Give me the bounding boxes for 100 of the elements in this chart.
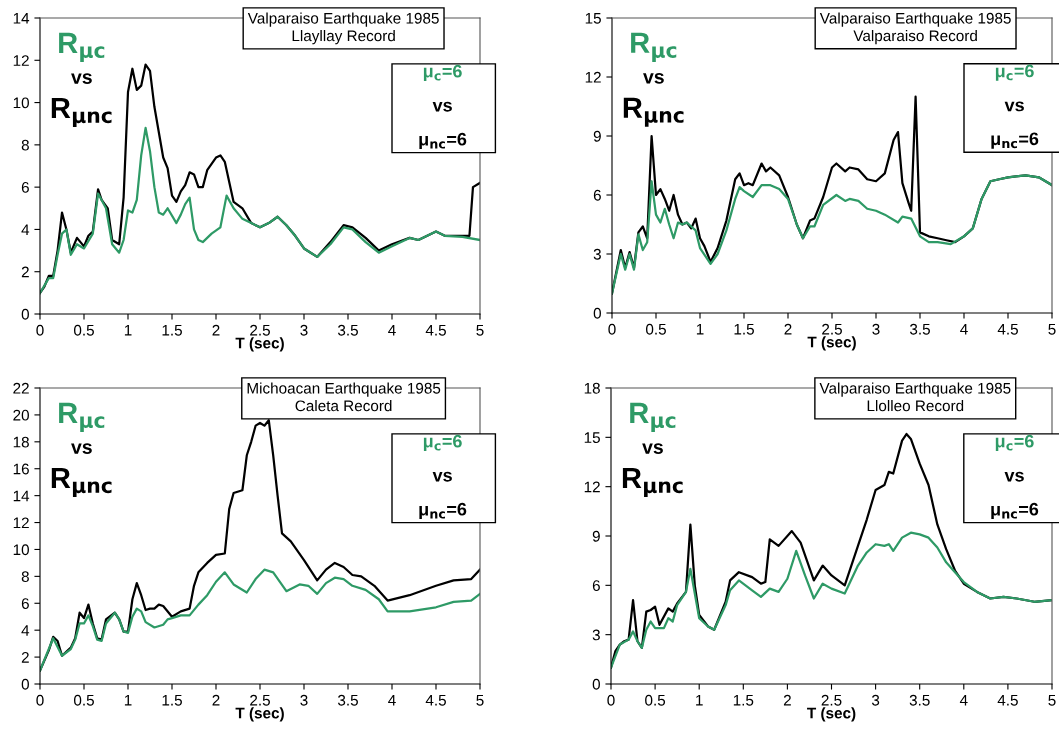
- x-tick-label: 4.5: [997, 323, 1018, 335]
- y-tick-label: 9: [593, 130, 601, 142]
- x-tick-label: 1: [124, 694, 132, 706]
- annotation: μ$_{nc}$=6: [419, 502, 467, 520]
- x-tick-label: 4: [388, 324, 396, 336]
- x-tick-label: 3.5: [337, 324, 358, 336]
- y-tick-label: 9: [592, 530, 600, 542]
- annotation: μ$_{c}$=6: [995, 434, 1034, 452]
- annotation: vs: [642, 443, 663, 454]
- x-tick-label: 1: [124, 324, 132, 336]
- y-tick-label: 12: [13, 55, 29, 66]
- y-tick-label: 22: [13, 382, 29, 394]
- text: R$_{μnc}$: [51, 467, 112, 498]
- y-tick-label: 4: [21, 625, 30, 636]
- annotation: μ$_{nc}$=6: [991, 502, 1039, 520]
- annotation: vs: [1004, 101, 1024, 112]
- y-tick-label: 6: [593, 189, 601, 201]
- series-label: R$_{μnc}$: [623, 97, 684, 127]
- x-tick-label: 3: [871, 694, 880, 706]
- x-tick-label: 1.5: [734, 323, 754, 335]
- x-tick-label: 5: [1048, 694, 1056, 706]
- y-tick-label: 14: [13, 13, 30, 24]
- x-tick-label: 2: [784, 323, 792, 335]
- y-tick-label: 8: [21, 571, 29, 583]
- y-tick-label: 16: [13, 463, 29, 475]
- x-tick-label: 3: [300, 694, 308, 706]
- y-tick-label: 0: [593, 307, 601, 319]
- y-tick-label: 18: [13, 436, 29, 448]
- annotation: vs: [643, 73, 664, 84]
- line-series: [40, 568, 480, 672]
- x-tick-label: 0: [36, 694, 44, 706]
- chart-title: Michoacan Earthquake 1985 Caleta Record: [247, 382, 441, 412]
- y-tick-label: 4: [21, 224, 30, 235]
- x-tick-label: 2: [212, 694, 220, 706]
- y-tick-label: 8: [21, 139, 29, 151]
- x-tick-label: 0.5: [645, 694, 666, 706]
- y-tick-label: 2: [21, 651, 29, 663]
- text: R$_{μc}$: [630, 402, 676, 432]
- y-tick-label: 6: [592, 580, 600, 592]
- x-tick-label: 2: [212, 324, 220, 336]
- series-label: R$_{μnc}$: [51, 97, 112, 128]
- x-axis-title: T (sec): [235, 337, 284, 352]
- x-tick-label: 4: [959, 694, 968, 706]
- x-tick-label: 1.5: [162, 324, 182, 336]
- x-tick-label: 4.5: [425, 694, 446, 706]
- x-tick-label: 1: [696, 694, 703, 706]
- y-tick-label: 14: [13, 490, 30, 502]
- x-tick-label: 4.5: [425, 324, 446, 336]
- x-tick-label: 5: [1048, 323, 1056, 335]
- x-tick-label: 3.5: [909, 323, 930, 335]
- y-tick-label: 3: [592, 629, 600, 641]
- line-series: [612, 174, 1052, 295]
- annotation: μ$_{nc}$=6: [991, 132, 1039, 149]
- annotation: μ$_{c}$=6: [423, 434, 462, 452]
- x-tick-label: 0: [36, 324, 44, 336]
- text: R$_{μc}$: [59, 402, 105, 432]
- x-tick-label: 4: [960, 323, 968, 335]
- y-tick-label: 3: [593, 248, 601, 260]
- annotation: μ$_{nc}$=6: [419, 132, 467, 150]
- x-tick-label: 0.5: [645, 323, 666, 335]
- x-tick-label: 0.5: [73, 324, 94, 336]
- x-tick-label: 2.5: [250, 324, 270, 336]
- line-series: [611, 531, 1052, 669]
- x-tick-label: 2: [783, 694, 791, 706]
- x-tick-label: 5: [476, 324, 484, 336]
- x-tick-label: 2.5: [250, 694, 270, 706]
- y-tick-label: 12: [585, 71, 601, 83]
- x-tick-label: 4: [388, 694, 396, 706]
- y-tick-label: 10: [13, 97, 29, 109]
- x-tick-label: 1.5: [733, 694, 754, 706]
- chart-title: Valparaiso Earthquake 1985 Llolleo Record: [819, 382, 1011, 412]
- x-tick-label: 0.5: [73, 694, 94, 706]
- x-tick-label: 1: [696, 323, 704, 335]
- y-tick-label: 6: [21, 182, 29, 193]
- x-tick-label: 3: [300, 324, 308, 336]
- x-tick-label: 0: [607, 694, 615, 706]
- chart-title: Valparaiso Earthquake 1985 Valparaiso Record: [819, 12, 1011, 45]
- x-axis-title: T (sec): [807, 336, 856, 351]
- annotation: μ$_{c}$=6: [423, 64, 462, 82]
- y-tick-label: 2: [21, 266, 29, 278]
- x-tick-label: 1.5: [162, 694, 182, 706]
- y-tick-label: 6: [21, 598, 29, 609]
- x-tick-label: 3: [872, 323, 880, 335]
- chart-title: Valparaiso Earthquake 1985 Llayllay Record: [247, 12, 439, 45]
- x-axis-title: T (sec): [235, 707, 284, 722]
- text: R$_{μc}$: [631, 32, 677, 62]
- y-tick-label: 15: [584, 432, 600, 444]
- annotation: vs: [432, 101, 452, 112]
- x-tick-label: 3.5: [337, 694, 358, 706]
- line-series: [40, 126, 480, 294]
- x-tick-label: 2.5: [822, 323, 842, 335]
- annotation: μ$_{c}$=6: [995, 64, 1034, 81]
- annotation: vs: [71, 443, 92, 454]
- y-tick-label: 12: [584, 481, 600, 493]
- series-label: R$_{μnc}$: [622, 467, 683, 498]
- x-tick-label: 5: [476, 694, 484, 706]
- x-tick-label: 3.5: [909, 694, 930, 706]
- annotation: vs: [71, 73, 92, 84]
- y-tick-label: 12: [13, 517, 29, 529]
- x-tick-label: 4.5: [997, 694, 1018, 706]
